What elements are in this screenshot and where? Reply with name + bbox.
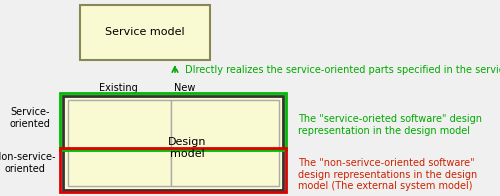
Bar	[60, 93, 286, 150]
Text: Existing: Existing	[98, 83, 138, 93]
Bar	[60, 148, 286, 192]
Bar	[68, 100, 171, 186]
Text: New: New	[174, 83, 196, 93]
Text: The "service-orieted software" design
representation in the design model: The "service-orieted software" design re…	[298, 114, 482, 136]
Text: Service-
oriented: Service- oriented	[10, 107, 50, 129]
Bar	[171, 100, 279, 186]
Text: DIrectly realizes the service-oriented parts specified in the service model: DIrectly realizes the service-oriented p…	[185, 65, 500, 75]
Text: Design
model: Design model	[168, 137, 206, 159]
Text: The "non-serivce-oriented software"
design representations in the design
model (: The "non-serivce-oriented software" desi…	[298, 158, 477, 191]
Text: Non-service-
oriented: Non-service- oriented	[0, 152, 56, 174]
Bar	[80, 5, 210, 60]
Bar	[63, 96, 283, 190]
Text: Service model: Service model	[105, 27, 185, 37]
